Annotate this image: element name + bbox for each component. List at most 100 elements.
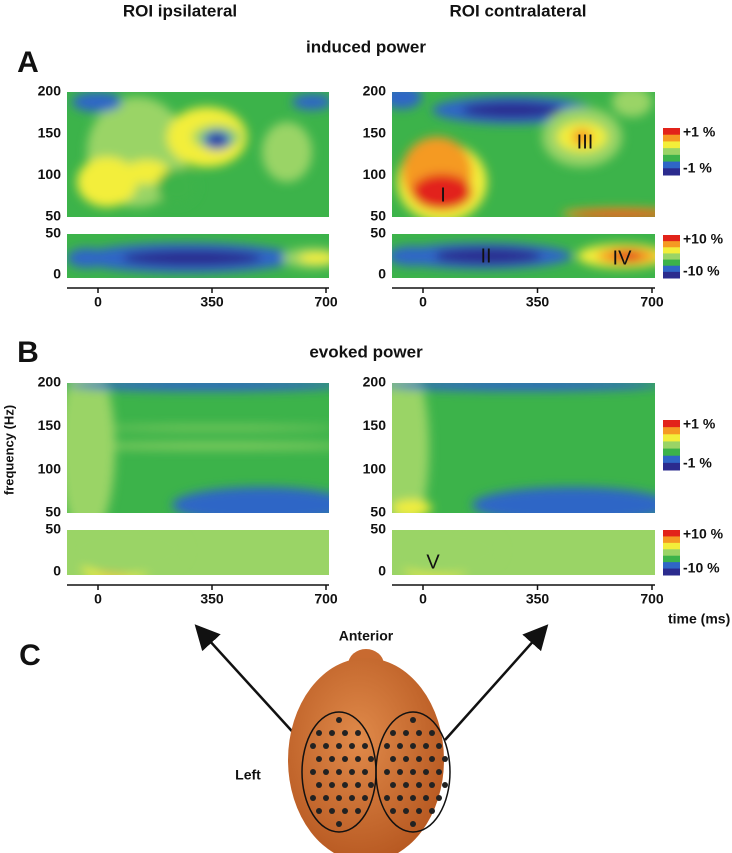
y-tick-label: 100	[363, 166, 387, 182]
y-tick-label: 50	[45, 225, 61, 241]
colorbar-step	[663, 265, 680, 273]
y-tick-label: 150	[363, 417, 387, 433]
blob	[72, 92, 122, 112]
blob	[77, 443, 329, 449]
electrode	[316, 756, 322, 762]
y-tick-label: 0	[378, 266, 386, 282]
electrode	[329, 756, 335, 762]
electrode	[390, 730, 396, 736]
heatmap-blobs	[67, 243, 329, 273]
electrode	[342, 808, 348, 814]
x-tick-label: 0	[94, 294, 102, 310]
blob	[262, 122, 312, 182]
colorbar-label: -1 %	[683, 455, 712, 471]
electrode	[442, 782, 448, 788]
heatmap-blobs	[67, 383, 329, 513]
electrode	[336, 769, 342, 775]
colorbar-label: -10 %	[683, 560, 720, 576]
blob	[67, 248, 107, 268]
blob	[392, 92, 422, 109]
colorbar-label: +10 %	[683, 526, 724, 542]
colorbar-label: +1 %	[683, 416, 716, 432]
electrode	[429, 756, 435, 762]
x-tick-label: 700	[314, 294, 338, 310]
colorbar-label: +10 %	[683, 231, 724, 247]
y-tick-label: 0	[378, 563, 386, 579]
colorbar-label: +1 %	[683, 124, 716, 140]
y-tick-label: 150	[363, 124, 387, 140]
electrode	[362, 795, 368, 801]
annotation: II	[480, 245, 491, 267]
electrode	[410, 717, 416, 723]
electrode	[384, 743, 390, 749]
colorbar-label: -1 %	[683, 160, 712, 176]
blob	[97, 426, 329, 430]
panel-letter: C	[19, 639, 41, 672]
electrode	[410, 743, 416, 749]
electrode	[423, 769, 429, 775]
y-tick-label: 50	[370, 225, 386, 241]
y-tick-label: 0	[53, 266, 61, 282]
electrode	[403, 730, 409, 736]
x-tick-label: 350	[200, 294, 224, 310]
heatmap-blobs	[392, 383, 655, 513]
y-tick-label: 200	[38, 83, 62, 99]
heatmap	[67, 234, 329, 278]
colorbar-step	[663, 562, 680, 570]
blob	[392, 383, 429, 513]
heatmap-blobs	[392, 243, 655, 269]
electrode	[362, 743, 368, 749]
x-tick-label: 700	[640, 294, 664, 310]
blob	[122, 250, 262, 266]
heatmap	[67, 383, 329, 513]
heatmap	[392, 234, 655, 278]
colorbar-step	[663, 134, 680, 142]
electrode	[342, 782, 348, 788]
electrode	[323, 769, 329, 775]
blob	[299, 252, 329, 264]
electrode	[436, 795, 442, 801]
blob	[77, 157, 137, 207]
annotation: I	[440, 184, 446, 206]
colorbar-step	[663, 241, 680, 248]
electrode	[403, 808, 409, 814]
electrode	[349, 795, 355, 801]
heatmap	[392, 530, 655, 575]
blob	[572, 212, 655, 217]
colorbar-step	[663, 455, 680, 464]
y-tick-label: 150	[38, 417, 62, 433]
y-tick-label: 0	[53, 563, 61, 579]
heatmap-blobs	[72, 92, 329, 207]
panel-title: evoked power	[309, 342, 423, 361]
y-tick-label: 150	[38, 124, 62, 140]
electrode	[384, 795, 390, 801]
colorbar-step	[663, 271, 680, 279]
electrode	[329, 782, 335, 788]
blob	[432, 248, 542, 264]
colorbar-step	[663, 427, 680, 435]
blob	[157, 169, 197, 205]
x-tick-label: 350	[526, 591, 550, 607]
electrode	[336, 795, 342, 801]
colorbar-step	[663, 555, 680, 563]
heatmap	[67, 530, 329, 575]
blob	[67, 383, 329, 391]
heatmap	[67, 92, 329, 217]
electrode	[436, 743, 442, 749]
panel-letter: A	[17, 46, 39, 79]
electrode	[336, 821, 342, 827]
electrode	[442, 756, 448, 762]
electrode	[416, 730, 422, 736]
electrode	[429, 808, 435, 814]
annotation: III	[577, 131, 594, 153]
colorbar-step	[663, 253, 680, 261]
electrode	[410, 795, 416, 801]
electrode	[397, 769, 403, 775]
colorbar-step	[663, 542, 680, 550]
y-tick-label: 50	[370, 208, 386, 224]
y-axis-label: frequency (Hz)	[1, 405, 16, 495]
blob	[472, 487, 655, 513]
annotation: IV	[613, 247, 633, 269]
colorbar-step	[663, 259, 680, 267]
colorbar-step	[663, 168, 680, 176]
